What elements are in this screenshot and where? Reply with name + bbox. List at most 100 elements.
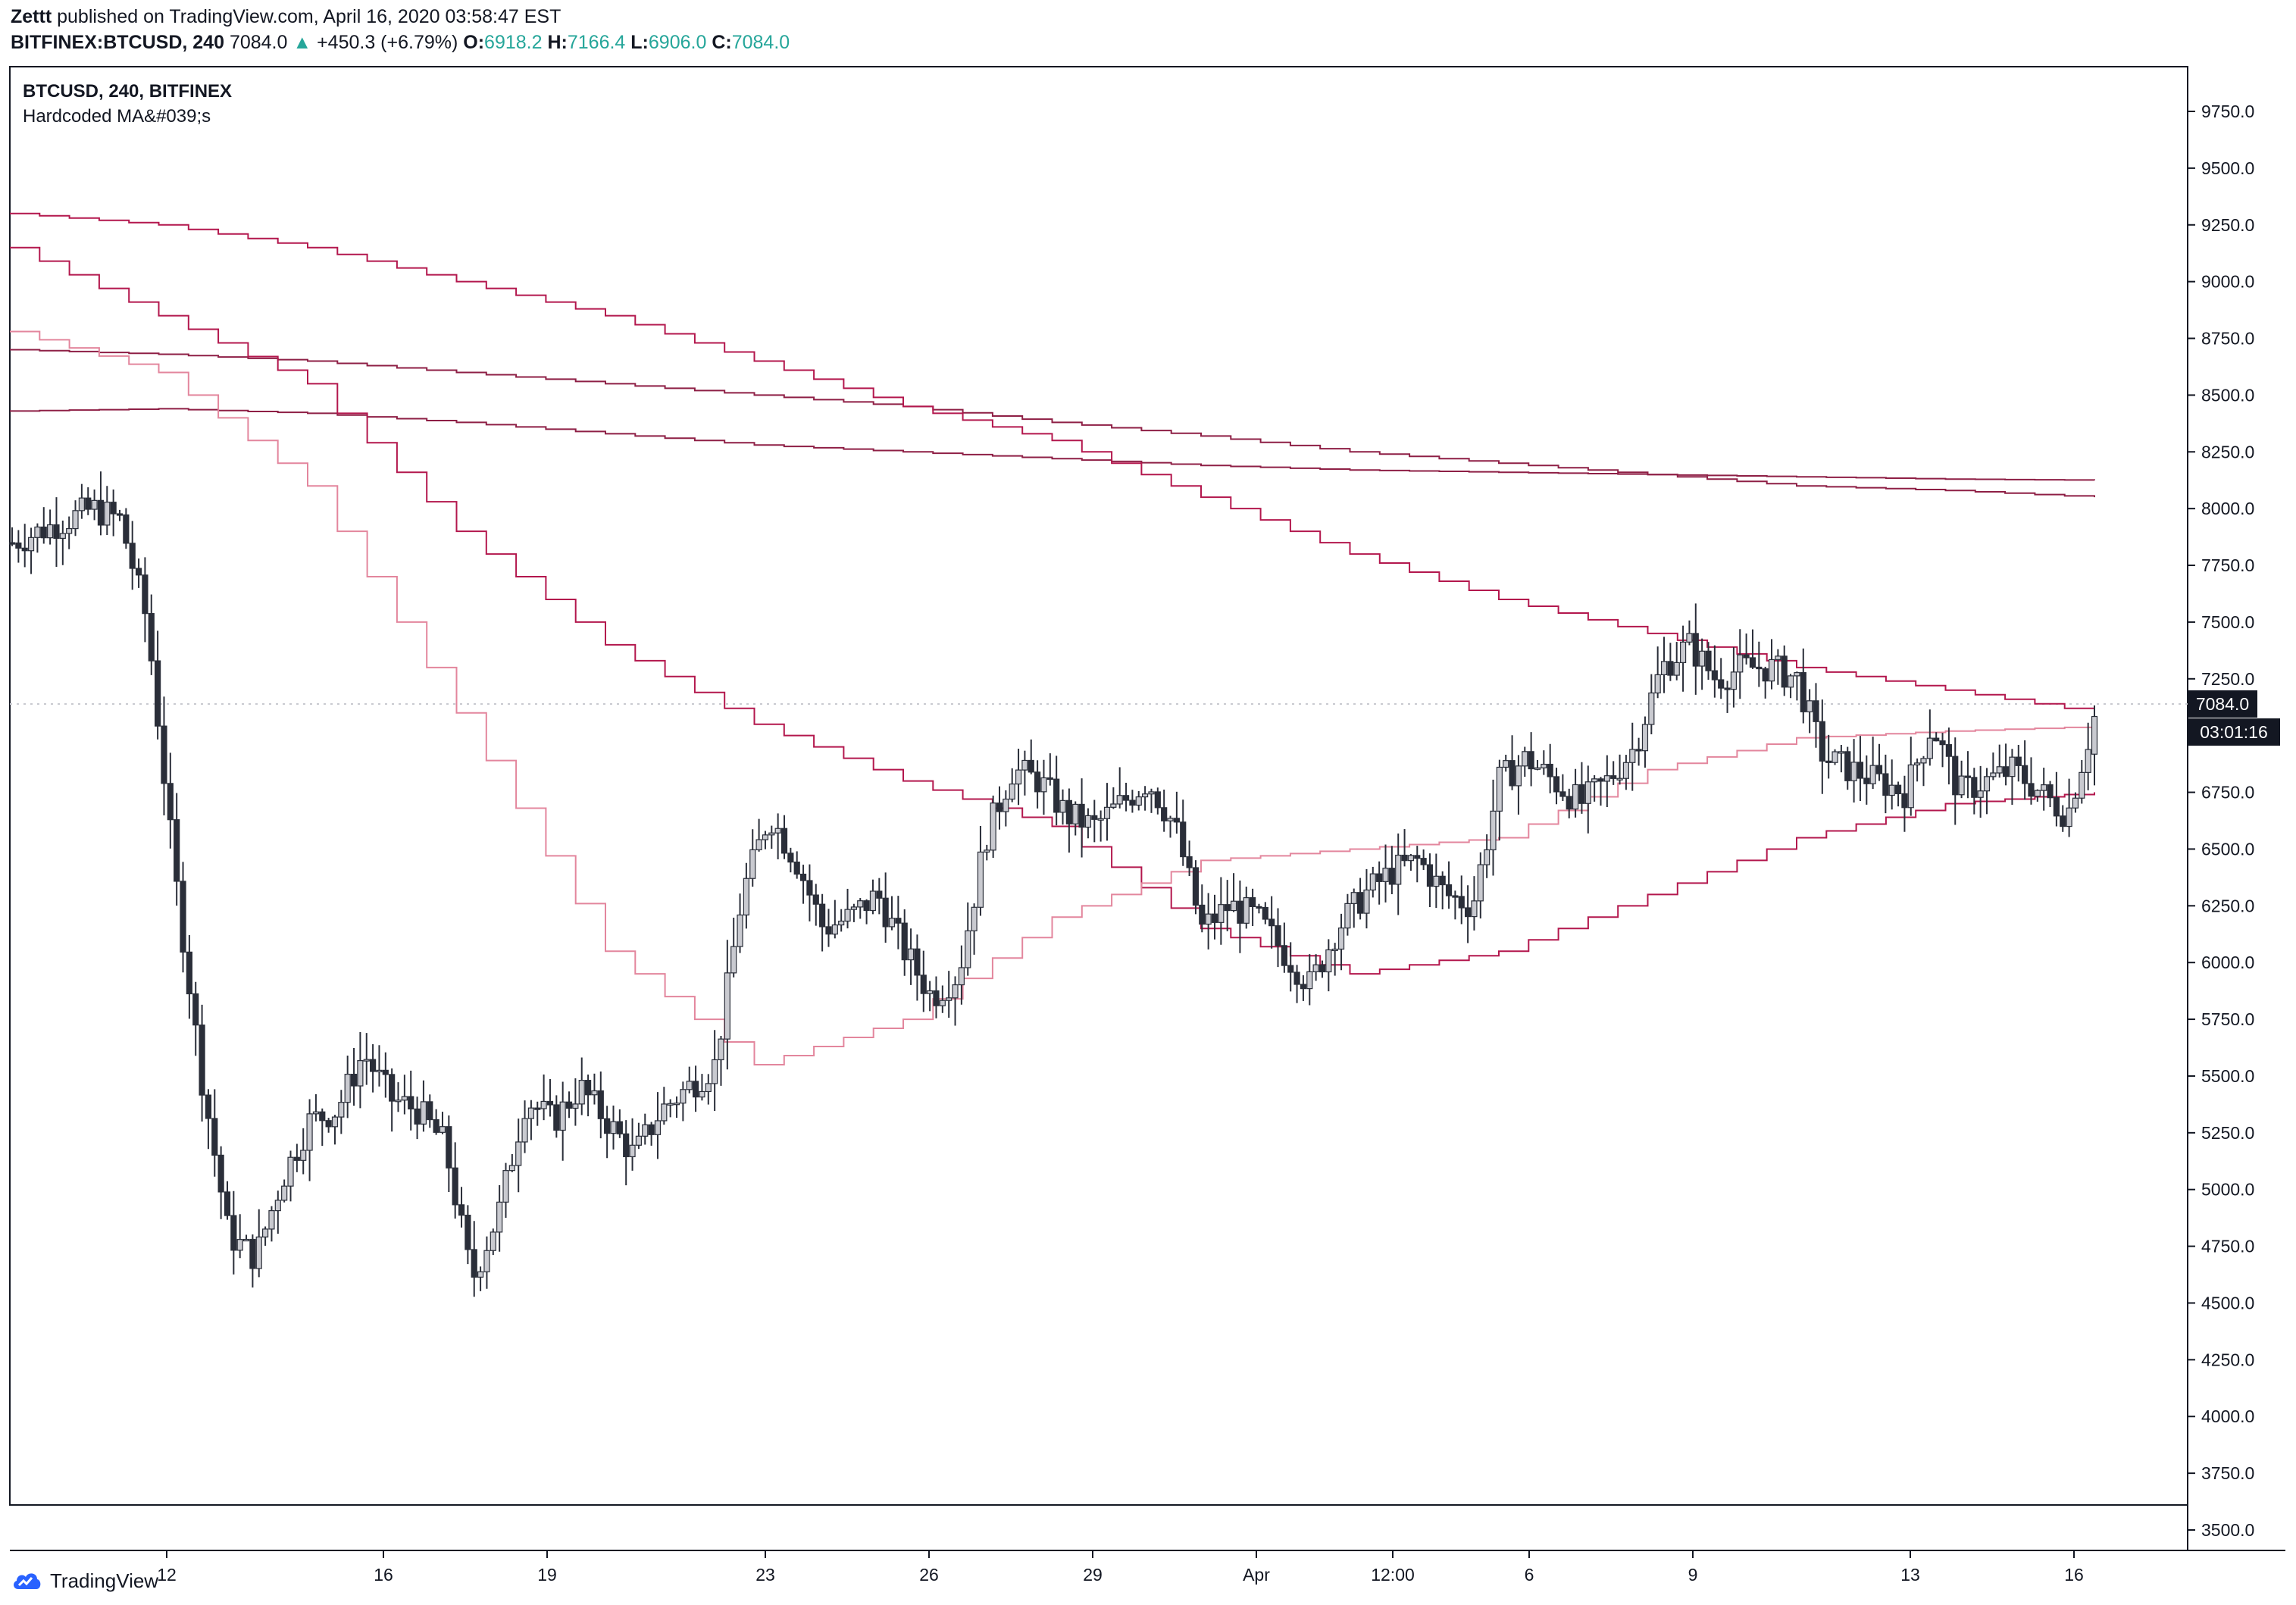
candle-body xyxy=(1749,657,1756,668)
y-tick-label: 6500.0 xyxy=(2201,839,2254,859)
y-tick-label: 6750.0 xyxy=(2201,783,2254,802)
candle-body xyxy=(958,967,965,986)
candle-body xyxy=(680,1089,687,1104)
candle-body xyxy=(1888,784,1895,796)
price-axis[interactable]: 9750.0 9500.0 9250.0 9000.0 8750.0 8500.0 8250… xyxy=(2188,102,2254,1540)
candle-body xyxy=(452,1167,458,1206)
candle-body xyxy=(718,1038,724,1061)
candle-body xyxy=(116,513,124,516)
candle-body xyxy=(1388,868,1395,885)
candle-body xyxy=(1180,821,1187,858)
candle-body xyxy=(249,1238,256,1269)
candle-body xyxy=(1433,875,1440,887)
countdown-box xyxy=(2188,718,2280,746)
candle-body xyxy=(2028,783,2035,797)
candle-body xyxy=(2072,797,2079,809)
low-value: 6906.0 xyxy=(648,32,707,53)
candle-body xyxy=(1186,856,1193,868)
candle-body xyxy=(604,1118,611,1134)
candle-body xyxy=(927,990,934,994)
candle-body xyxy=(787,853,794,863)
candle-body xyxy=(414,1108,421,1125)
candle-body xyxy=(1262,906,1268,920)
moving-average-line xyxy=(10,246,2095,975)
plot-area[interactable] xyxy=(9,66,2188,1506)
candle-body xyxy=(780,828,788,854)
candle-body xyxy=(1426,864,1434,887)
candle-body xyxy=(155,660,161,727)
candle-body xyxy=(1528,751,1534,770)
candle-body xyxy=(648,1124,655,1135)
candle-body xyxy=(527,1107,535,1119)
candle-body xyxy=(1281,945,1287,966)
candle-body xyxy=(2066,807,2072,828)
candle-body xyxy=(72,510,79,530)
candle-body xyxy=(749,849,756,879)
candle-body xyxy=(610,1121,617,1134)
candle-body xyxy=(255,1236,262,1269)
candle-body xyxy=(1199,904,1206,925)
candle-body xyxy=(217,1154,224,1193)
candle-body xyxy=(1224,904,1231,912)
candle-body xyxy=(965,930,971,968)
y-tick-label: 3750.0 xyxy=(2201,1463,2254,1483)
price-label-box xyxy=(2188,690,2257,718)
time-axis[interactable]: 12 16 19 23 26 29 Apr 12:00 6 9 13 16 xyxy=(157,1550,2084,1585)
candle-body xyxy=(1452,895,1459,898)
close-label: C: xyxy=(712,32,732,53)
candle-body xyxy=(148,613,155,662)
candle-body xyxy=(1838,751,1844,754)
candle-body xyxy=(180,881,186,953)
candle-body xyxy=(306,1113,313,1151)
candle-body xyxy=(1983,776,1991,792)
candle-body xyxy=(768,832,775,836)
candle-body xyxy=(1490,810,1497,851)
candle-body xyxy=(901,922,908,961)
legend-indicator[interactable]: Hardcoded MA&#039;s xyxy=(23,106,211,127)
candle-body xyxy=(1952,756,1959,796)
candle-body xyxy=(1654,674,1661,694)
y-tick-label: 6000.0 xyxy=(2201,953,2254,972)
candle-body xyxy=(762,834,769,840)
tradingview-logo[interactable]: TradingView xyxy=(11,1567,158,1594)
candle-body xyxy=(1129,799,1136,806)
candle-body xyxy=(2022,765,2029,784)
y-tick-label: 8750.0 xyxy=(2201,329,2254,349)
candle-body xyxy=(1724,687,1731,690)
candle-body xyxy=(876,890,883,899)
candle-body xyxy=(635,1135,643,1146)
candle-body xyxy=(591,1090,598,1096)
candle-body xyxy=(1509,760,1516,787)
candle-body xyxy=(1268,918,1275,927)
candle-body xyxy=(1312,964,1319,972)
x-tick-label: 13 xyxy=(1900,1565,1920,1585)
high-label: H: xyxy=(547,32,568,53)
y-tick-label: 5000.0 xyxy=(2201,1180,2254,1200)
candle-body xyxy=(8,542,16,545)
y-tick-label: 7750.0 xyxy=(2201,555,2254,575)
candle-body xyxy=(224,1191,231,1216)
y-tick-label: 9750.0 xyxy=(2201,102,2254,121)
price-label: 7084.0 xyxy=(2196,694,2249,714)
candle-body xyxy=(369,1059,377,1072)
candle-body xyxy=(1072,803,1079,824)
candle-body xyxy=(755,839,762,850)
x-tick-label: 12:00 xyxy=(1371,1565,1415,1585)
candle-body xyxy=(1800,671,1806,712)
candle-body xyxy=(1990,772,1997,777)
candle-body xyxy=(907,948,915,961)
candle-body xyxy=(1477,864,1484,902)
candle-body xyxy=(996,802,1003,812)
candle-body xyxy=(863,900,870,912)
x-tick-label: 26 xyxy=(919,1565,939,1585)
moving-average-line xyxy=(10,212,2095,713)
candle-body xyxy=(274,1200,281,1212)
candle-body xyxy=(1003,798,1009,812)
candle-body xyxy=(300,1150,307,1161)
author-name[interactable]: Zettt xyxy=(11,6,52,27)
candle-body xyxy=(946,997,952,1001)
candle-body xyxy=(692,1081,699,1098)
candle-body xyxy=(1275,925,1281,946)
low-label: L: xyxy=(630,32,649,53)
